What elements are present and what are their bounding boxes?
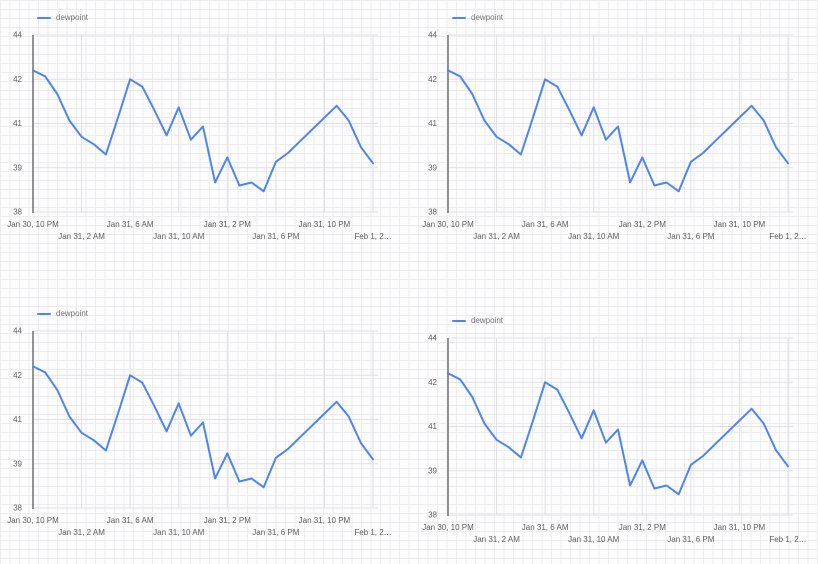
legend-series-label: dewpoint (56, 13, 89, 22)
svg-text:Jan 31, 2 AM: Jan 31, 2 AM (58, 232, 105, 241)
svg-text:41: 41 (428, 119, 437, 128)
svg-text:41: 41 (428, 422, 437, 431)
svg-text:Jan 31, 6 AM: Jan 31, 6 AM (107, 220, 154, 229)
svg-text:Jan 30, 10 PM: Jan 30, 10 PM (7, 220, 59, 229)
chart-panel-bottom-left: 44 42 41 39 38 Jan 30, 10 PM Jan 31, 2 AM Jan 3… (0, 296, 403, 546)
svg-text:39: 39 (13, 163, 22, 172)
svg-text:Jan 31, 10 PM: Jan 31, 10 PM (299, 220, 351, 229)
svg-text:Jan 31, 2 PM: Jan 31, 2 PM (619, 523, 666, 532)
svg-text:41: 41 (13, 415, 22, 424)
chart-panel-bottom-right: 44 42 41 39 38 Jan 30, 10 PM Jan 31, 2 AM Jan 3… (415, 303, 818, 553)
svg-text:Jan 31, 6 AM: Jan 31, 6 AM (107, 516, 154, 525)
svg-text:Jan 30, 10 PM: Jan 30, 10 PM (7, 516, 59, 525)
svg-text:Jan 31, 6 PM: Jan 31, 6 PM (667, 535, 714, 544)
svg-text:Jan 31, 2 PM: Jan 31, 2 PM (204, 516, 251, 525)
svg-text:Jan 31, 2 AM: Jan 31, 2 AM (473, 232, 520, 241)
svg-text:41: 41 (13, 119, 22, 128)
svg-text:42: 42 (428, 378, 437, 387)
svg-text:38: 38 (428, 208, 437, 217)
svg-text:39: 39 (428, 163, 437, 172)
svg-text:Jan 30, 10 PM: Jan 30, 10 PM (422, 220, 474, 229)
svg-text:38: 38 (13, 208, 22, 217)
svg-text:Jan 31, 10 AM: Jan 31, 10 AM (568, 535, 619, 544)
legend: dewpoint (37, 13, 88, 23)
svg-text:42: 42 (13, 75, 22, 84)
chart-panel-top-left: 44 42 41 39 38 Jan 30, 10 PM Jan 31, 2 AM Jan 3… (0, 0, 403, 250)
svg-text:Jan 31, 2 PM: Jan 31, 2 PM (204, 220, 251, 229)
svg-text:Jan 31, 6 PM: Jan 31, 6 PM (252, 232, 299, 241)
svg-text:Jan 31, 10 PM: Jan 31, 10 PM (714, 523, 766, 532)
svg-text:Jan 31, 10 PM: Jan 31, 10 PM (299, 516, 351, 525)
svg-text:Jan 31, 6 PM: Jan 31, 6 PM (667, 232, 714, 241)
legend-line-sample-icon (37, 17, 51, 19)
legend-series-label: dewpoint (471, 13, 504, 22)
svg-text:39: 39 (13, 459, 22, 468)
svg-text:Feb 1, 2…: Feb 1, 2… (354, 528, 391, 537)
svg-text:38: 38 (13, 504, 22, 513)
legend-line-sample-icon (37, 313, 51, 315)
svg-text:39: 39 (428, 466, 437, 475)
svg-text:38: 38 (428, 511, 437, 520)
legend-line-sample-icon (452, 17, 466, 19)
svg-text:Jan 31, 2 AM: Jan 31, 2 AM (58, 528, 105, 537)
legend-line-sample-icon (452, 320, 466, 322)
svg-text:Feb 1, 2…: Feb 1, 2… (354, 232, 391, 241)
svg-text:Jan 31, 10 PM: Jan 31, 10 PM (714, 220, 766, 229)
svg-text:Jan 31, 2 PM: Jan 31, 2 PM (619, 220, 666, 229)
svg-text:44: 44 (428, 31, 437, 40)
svg-text:42: 42 (428, 75, 437, 84)
svg-text:44: 44 (13, 327, 22, 336)
svg-text:Jan 31, 10 AM: Jan 31, 10 AM (568, 232, 619, 241)
svg-text:42: 42 (13, 371, 22, 380)
legend-series-label: dewpoint (471, 316, 504, 325)
svg-text:44: 44 (428, 334, 437, 343)
chart-panel-top-right: 44 42 41 39 38 Jan 30, 10 PM Jan 31, 2 AM Jan 3… (415, 0, 818, 250)
svg-text:44: 44 (13, 31, 22, 40)
svg-text:Jan 30, 10 PM: Jan 30, 10 PM (422, 523, 474, 532)
svg-text:Jan 31, 6 PM: Jan 31, 6 PM (252, 528, 299, 537)
legend-series-label: dewpoint (56, 309, 89, 318)
svg-text:Jan 31, 6 AM: Jan 31, 6 AM (522, 220, 569, 229)
legend: dewpoint (37, 309, 88, 319)
svg-text:Feb 1, 2…: Feb 1, 2… (769, 232, 806, 241)
legend: dewpoint (452, 316, 503, 326)
svg-text:Jan 31, 2 AM: Jan 31, 2 AM (473, 535, 520, 544)
svg-text:Feb 1, 2…: Feb 1, 2… (769, 535, 806, 544)
legend: dewpoint (452, 13, 503, 23)
svg-text:Jan 31, 10 AM: Jan 31, 10 AM (153, 232, 204, 241)
svg-text:Jan 31, 6 AM: Jan 31, 6 AM (522, 523, 569, 532)
svg-text:Jan 31, 10 AM: Jan 31, 10 AM (153, 528, 204, 537)
